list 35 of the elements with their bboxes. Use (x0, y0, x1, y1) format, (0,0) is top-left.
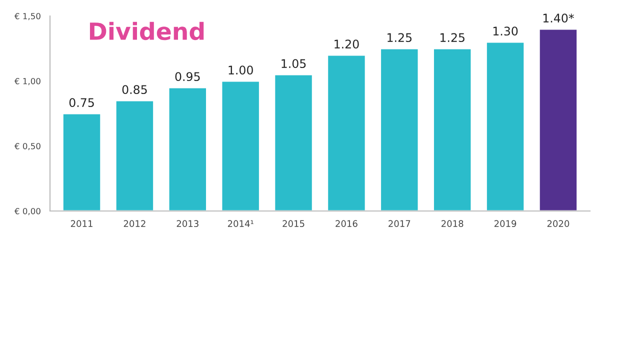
x-tick-label: 2019 (494, 220, 516, 228)
bar (114, 100, 154, 211)
bar (274, 74, 314, 211)
data-label: 1.05 (282, 59, 306, 68)
bar (168, 86, 208, 211)
data-label: 1.00 (228, 66, 253, 75)
bar (486, 41, 526, 211)
x-tick-label: 2017 (388, 220, 410, 228)
x-tick-label: 2015 (282, 220, 304, 228)
data-label: 1.40* (543, 14, 574, 23)
x-tick-label: 2012 (124, 220, 146, 228)
x-tick-label: 2020 (547, 220, 570, 228)
y-tick-label: € 1,00 (14, 78, 40, 86)
x-tick-label: 2014¹ (228, 220, 254, 228)
bar (538, 28, 578, 211)
data-label: 0.75 (69, 98, 94, 108)
bar (432, 48, 472, 211)
data-label: 1.25 (388, 33, 412, 42)
data-label: 0.85 (122, 85, 147, 94)
bar (220, 80, 260, 211)
data-label: 1.30 (493, 26, 518, 36)
y-tick-label: € 0,00 (14, 208, 40, 216)
y-tick-label: € 0,50 (14, 142, 40, 150)
data-label: 1.20 (334, 40, 359, 49)
data-label: 0.95 (175, 72, 200, 82)
bar (62, 112, 102, 211)
y-tick-label: € 1,50 (14, 12, 40, 20)
chart-title: Dividend (90, 22, 204, 40)
bar (380, 48, 420, 211)
data-label: 1.25 (440, 33, 464, 42)
x-tick-label: 2016 (336, 220, 358, 228)
x-tick-label: 2018 (442, 220, 464, 228)
x-tick-label: 2011 (70, 220, 92, 228)
x-tick-label: 2013 (176, 220, 198, 228)
bar (326, 54, 366, 211)
